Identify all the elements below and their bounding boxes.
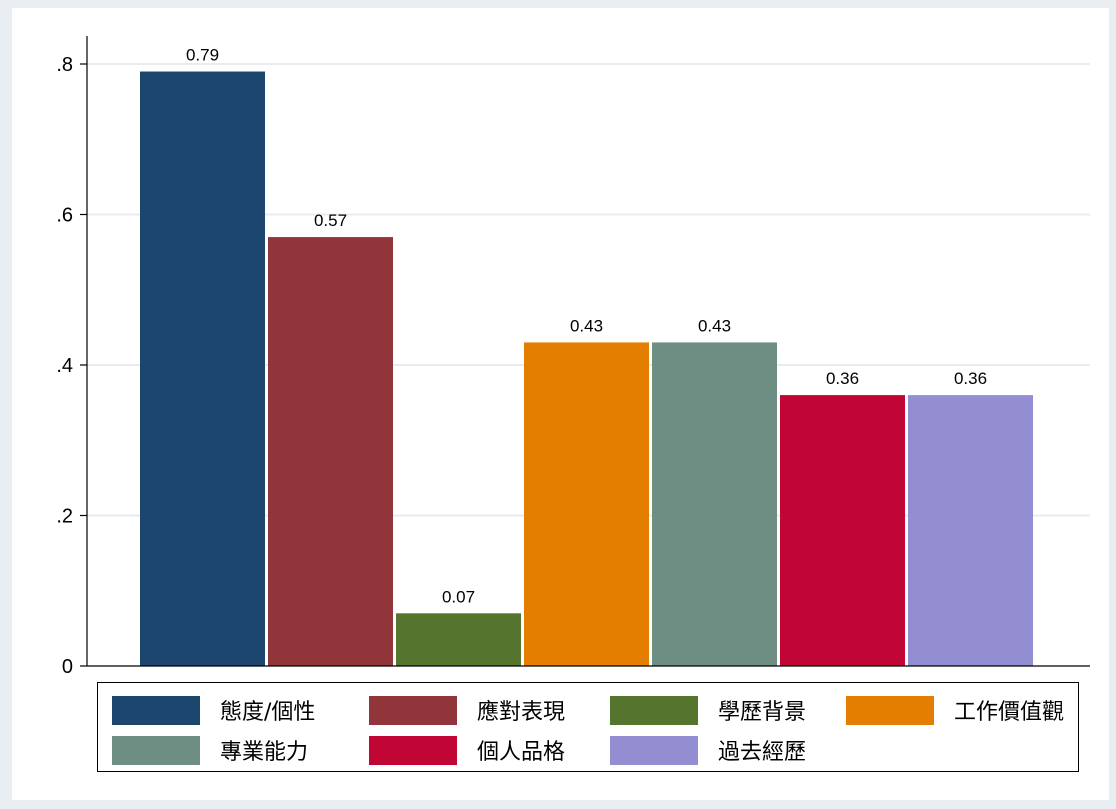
- legend-swatch: [369, 735, 457, 765]
- bar: [652, 342, 777, 666]
- bar: [780, 395, 905, 666]
- data-label: 0.36: [954, 369, 987, 388]
- data-label: 0.43: [570, 316, 603, 335]
- legend-item: 態度/個性: [112, 695, 315, 725]
- legend-label: 應對表現: [477, 700, 566, 725]
- data-label: 0.43: [698, 316, 731, 335]
- y-tick-label: .4: [56, 355, 73, 377]
- chart-legend: 態度/個性 應對表現 學歷背景 工作價值觀專業能力 個人品格 過去經歷: [97, 682, 1079, 772]
- y-tick-label: 0: [62, 656, 73, 678]
- legend-label: 個人品格: [477, 740, 566, 765]
- bar: [524, 342, 649, 666]
- legend-label: 態度/個性: [220, 700, 316, 725]
- bar: [396, 613, 521, 666]
- legend-swatch: [112, 735, 200, 765]
- legend-item: 學歷背景: [610, 695, 806, 725]
- bar: [140, 71, 265, 666]
- data-label: 0.57: [314, 211, 347, 230]
- legend-item: 應對表現: [369, 695, 565, 725]
- data-label: 0.07: [442, 587, 475, 606]
- legend-label: 工作價值觀: [954, 700, 1065, 725]
- legend-swatch: [846, 695, 934, 725]
- data-label: 0.79: [186, 46, 219, 65]
- data-label: 0.36: [826, 369, 859, 388]
- legend-swatch: [112, 695, 200, 725]
- legend-label: 過去經歷: [718, 740, 807, 765]
- y-tick-label: .8: [56, 54, 73, 76]
- legend-item: 工作價值觀: [846, 695, 1064, 725]
- legend-swatch: [610, 695, 698, 725]
- legend-item: 專業能力: [112, 735, 308, 765]
- legend-label: 學歷背景: [718, 700, 807, 725]
- legend-label: 專業能力: [220, 740, 309, 765]
- legend-swatch: [369, 695, 457, 725]
- bar: [908, 395, 1033, 666]
- legend-item: 過去經歷: [610, 735, 806, 765]
- legend-item: 個人品格: [369, 735, 565, 765]
- y-tick-label: .2: [56, 506, 73, 528]
- bar: [268, 237, 393, 666]
- legend-swatch: [610, 735, 698, 765]
- y-tick-label: .6: [56, 205, 73, 227]
